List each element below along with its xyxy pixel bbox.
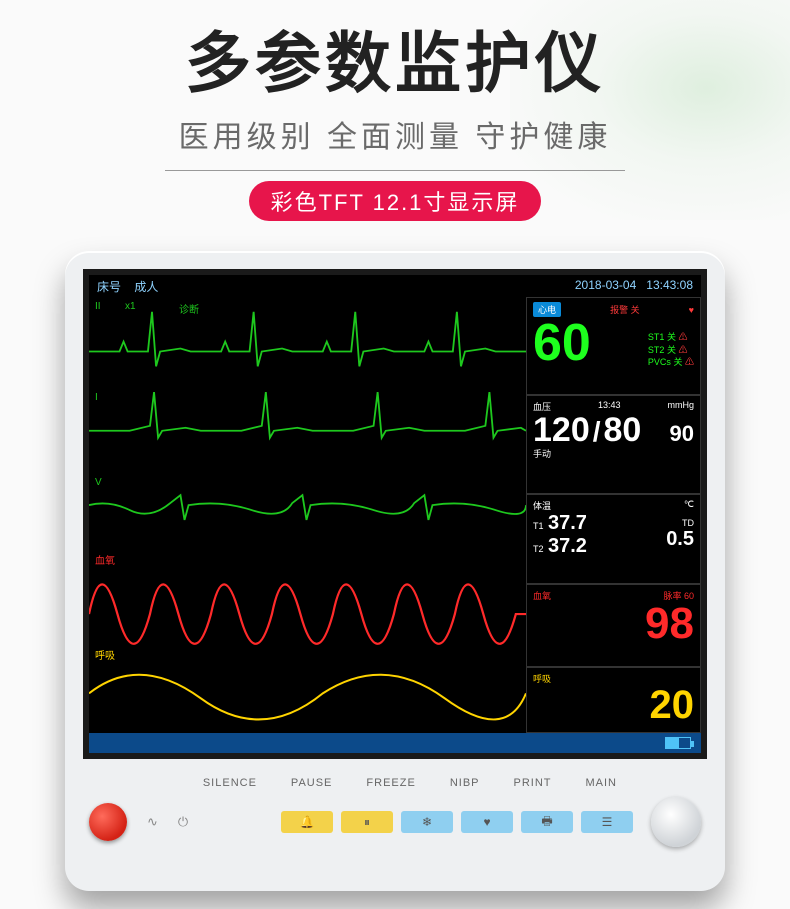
soft-button-silence[interactable]: 🔔 bbox=[281, 811, 333, 833]
bp-sys: 120 bbox=[533, 413, 590, 447]
alarm-button[interactable] bbox=[89, 803, 127, 841]
bp-mean: 90 bbox=[670, 423, 694, 445]
temp-label: 体温 bbox=[533, 499, 551, 512]
hr-alarm: 报警 关 bbox=[610, 303, 640, 316]
panel-blood-pressure: 血压 13:43 mmHg 120 / 80 90 手动 bbox=[526, 395, 701, 493]
td-label: TD bbox=[666, 518, 694, 528]
btn-label-main: MAIN bbox=[586, 777, 618, 789]
hr-alarm-label: 报警 bbox=[610, 305, 628, 315]
panel-resp: 呼吸 20 bbox=[526, 667, 701, 733]
soft-button-pause[interactable]: ⏸ bbox=[341, 811, 393, 833]
st2-warn-icon: ⚠ bbox=[678, 345, 687, 355]
bed-label: 床号 bbox=[97, 280, 121, 294]
btn-label-print: PRINT bbox=[514, 777, 552, 789]
bp-mode: 手动 bbox=[533, 447, 694, 460]
hr-alarm-value: 关 bbox=[631, 305, 640, 315]
monitor-device: 床号 成人 2018-03-04 13:43:08 bbox=[65, 251, 725, 891]
date-text: 2018-03-04 bbox=[575, 278, 636, 292]
td-value: 0.5 bbox=[666, 528, 694, 551]
soft-button-freeze[interactable]: ❄ bbox=[401, 811, 453, 833]
temp-unit: ℃ bbox=[684, 499, 694, 512]
t1-label: T1 bbox=[533, 521, 544, 531]
screen-top-bar: 床号 成人 2018-03-04 13:43:08 bbox=[89, 275, 701, 297]
resp-value: 20 bbox=[533, 685, 694, 725]
panel-heart-rate: 心电 报警 关 ♥ 60 ST1 关 ⚠ ST2 关 ⚠ PVCs 关 ⚠ bbox=[526, 297, 701, 395]
heart-icon: ♥ bbox=[689, 305, 694, 315]
t1-value: 37.7 bbox=[548, 512, 587, 534]
pvc-warn-icon: ⚠ bbox=[685, 357, 694, 367]
bp-unit: mmHg bbox=[667, 400, 694, 413]
st1-v: 关 bbox=[667, 332, 676, 342]
ecg1-mode-label: 诊断 bbox=[179, 301, 199, 316]
screen-bottom-bar bbox=[89, 733, 701, 753]
button-label-row: SILENCE PAUSE FREEZE NIBP PRINT MAIN bbox=[83, 777, 707, 789]
btn-label-nibp: NIBP bbox=[450, 777, 480, 789]
soft-button-print[interactable]: 🖶 bbox=[521, 811, 573, 833]
btn-label-pause: PAUSE bbox=[291, 777, 332, 789]
st2-v: 关 bbox=[667, 345, 676, 355]
resp-wave-label: 呼吸 bbox=[95, 647, 115, 662]
waveform-svg bbox=[89, 297, 526, 733]
divider-line bbox=[165, 170, 625, 171]
spo2-wave-label: 血氧 bbox=[95, 552, 115, 567]
st2-label: ST2 bbox=[648, 345, 665, 355]
ac-power-icon: ∿ bbox=[147, 814, 158, 830]
st1-warn-icon: ⚠ bbox=[678, 332, 687, 342]
ecg1-lead-label: II bbox=[95, 301, 101, 312]
waveform-area: II x1 诊断 I V 血氧 呼吸 bbox=[89, 297, 526, 733]
patient-type: 成人 bbox=[134, 280, 158, 294]
bp-dia: 80 bbox=[604, 413, 642, 447]
spo2-label: 血氧 bbox=[533, 589, 551, 602]
ecg3-lead-label: V bbox=[95, 477, 102, 488]
t2-label: T2 bbox=[533, 544, 544, 554]
spo2-value: 98 bbox=[533, 602, 694, 646]
hr-st-block: ST1 关 ⚠ ST2 关 ⚠ PVCs 关 ⚠ bbox=[648, 331, 694, 369]
side-panels: 心电 报警 关 ♥ 60 ST1 关 ⚠ ST2 关 ⚠ PVCs 关 ⚠ bbox=[526, 297, 701, 733]
header: 多参数监护仪 医用级别 全面测量 守护健康 彩色TFT 12.1寸显示屏 bbox=[0, 0, 790, 221]
physical-button-row: ∿ ⏻ 🔔 ⏸ ❄ ♥ 🖶 ☰ bbox=[83, 797, 707, 847]
bp-sep: / bbox=[593, 418, 601, 446]
product-subtitle: 医用级别 全面测量 守护健康 bbox=[0, 112, 790, 156]
product-title: 多参数监护仪 bbox=[0, 10, 790, 106]
pvc-v: 关 bbox=[673, 357, 682, 367]
rotary-knob[interactable] bbox=[651, 797, 701, 847]
spec-badge: 彩色TFT 12.1寸显示屏 bbox=[249, 181, 542, 221]
t2-value: 37.2 bbox=[548, 535, 587, 557]
power-icon: ⏻ bbox=[178, 814, 188, 830]
monitor-screen: 床号 成人 2018-03-04 13:43:08 bbox=[83, 269, 707, 759]
panel-temperature: 体温 ℃ T1 37.7 T2 37.2 TD 0.5 bbox=[526, 494, 701, 584]
ecg1-scale-label: x1 bbox=[125, 301, 136, 312]
pvc-label: PVCs bbox=[648, 357, 671, 367]
btn-label-freeze: FREEZE bbox=[366, 777, 415, 789]
st1-label: ST1 bbox=[648, 332, 665, 342]
soft-button-main[interactable]: ☰ bbox=[581, 811, 633, 833]
panel-spo2: 血氧 脉率 60 98 bbox=[526, 584, 701, 666]
ecg2-lead-label: I bbox=[95, 392, 98, 403]
screen-body: II x1 诊断 I V 血氧 呼吸 心电 报警 关 ♥ bbox=[89, 297, 701, 733]
time-text: 13:43:08 bbox=[646, 278, 693, 292]
btn-label-silence: SILENCE bbox=[203, 777, 257, 789]
hr-value: 60 bbox=[533, 317, 591, 369]
battery-icon bbox=[665, 737, 691, 749]
soft-button-nibp[interactable]: ♥ bbox=[461, 811, 513, 833]
